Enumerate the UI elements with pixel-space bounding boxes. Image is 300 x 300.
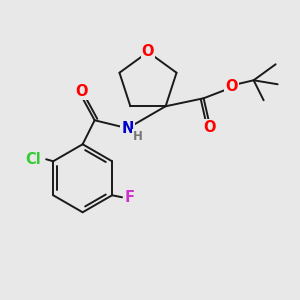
Text: Cl: Cl: [25, 152, 41, 167]
Text: H: H: [133, 130, 142, 143]
Text: O: O: [225, 79, 238, 94]
Text: O: O: [75, 84, 88, 99]
Text: O: O: [203, 120, 216, 135]
Text: O: O: [142, 44, 154, 59]
Text: N: N: [122, 121, 134, 136]
Text: F: F: [125, 190, 135, 205]
